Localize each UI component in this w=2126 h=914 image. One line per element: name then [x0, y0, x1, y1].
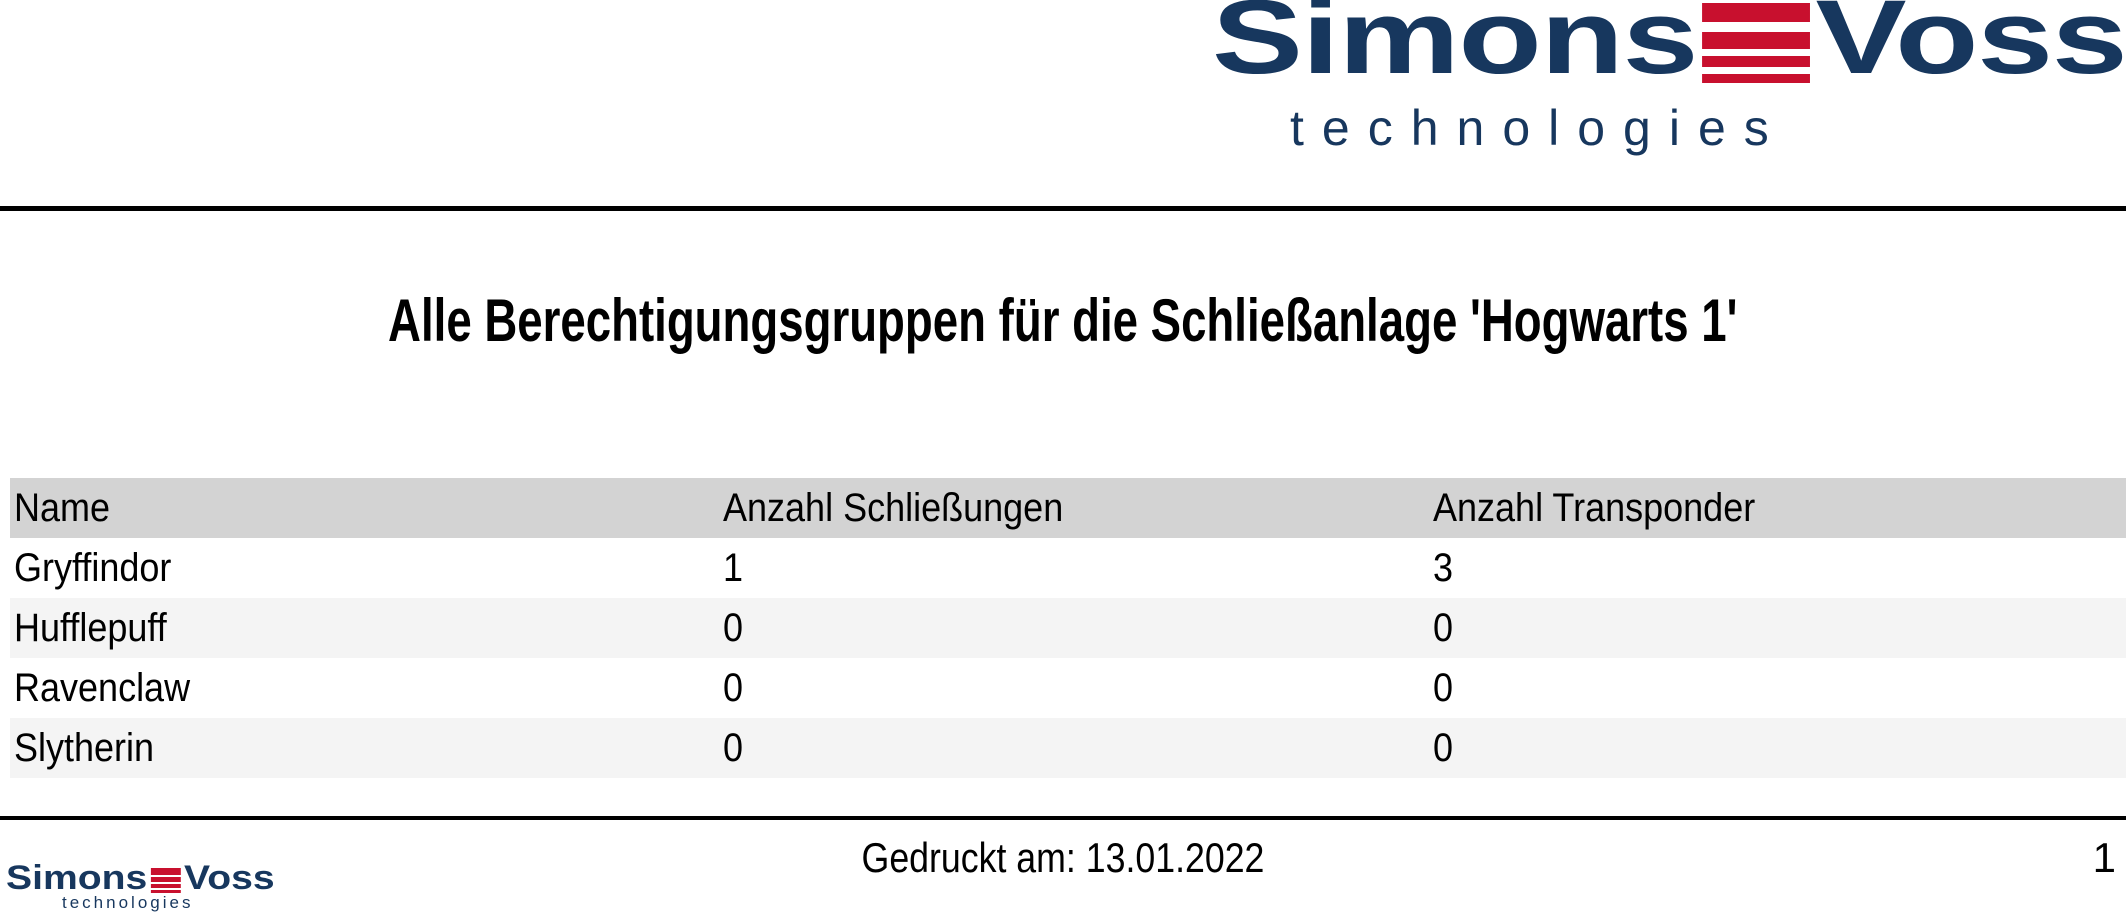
cell-transponders: 3 — [1433, 538, 2126, 598]
header-divider — [0, 206, 2126, 211]
footer-divider — [0, 816, 2126, 820]
cell-locks: 0 — [723, 598, 1433, 658]
authorization-groups-table: Name Anzahl Schließungen Anzahl Transpon… — [10, 478, 2126, 778]
footer-brand-logo: Simons Voss — [6, 861, 275, 895]
table-row: Gryffindor 1 3 — [10, 538, 2126, 598]
logo-stripe — [1701, 74, 1810, 83]
cell-name: Hufflepuff — [10, 598, 723, 658]
brand-logo: Simons Voss — [1212, 0, 2126, 90]
brand-subtitle: technologies — [1290, 100, 1787, 156]
cell-transponders: 0 — [1433, 598, 2126, 658]
column-header-transponders: Anzahl Transponder — [1433, 478, 2126, 538]
table-row: Hufflepuff 0 0 — [10, 598, 2126, 658]
column-header-name-label: Name — [14, 486, 111, 530]
logo-stripe — [150, 877, 181, 882]
logo-stripe — [150, 890, 181, 893]
footer-brand-word-voss: Voss — [184, 859, 275, 897]
cell-locks-text: 0 — [723, 666, 744, 710]
logo-stripes-icon — [1701, 3, 1810, 83]
cell-name: Gryffindor — [10, 538, 723, 598]
printed-date-text: Gedruckt am: 13.01.2022 — [861, 834, 1265, 881]
page-number: 1 — [2092, 834, 2116, 881]
brand-word-simons: Simons — [1211, 0, 1699, 96]
cell-name-text: Hufflepuff — [14, 606, 167, 650]
cell-name-text: Gryffindor — [14, 546, 172, 590]
cell-transponders-text: 0 — [1433, 666, 1454, 710]
printed-date: Gedruckt am: 13.01.2022 — [0, 836, 2126, 880]
logo-stripes-icon — [150, 868, 181, 893]
logo-stripe — [1701, 3, 1810, 22]
cell-locks: 0 — [723, 658, 1433, 718]
logo-stripe — [150, 868, 181, 875]
column-header-locks: Anzahl Schließungen — [723, 478, 1433, 538]
table-header-row: Name Anzahl Schließungen Anzahl Transpon… — [10, 478, 2126, 538]
page-title-text: Alle Berechtigungsgruppen für die Schlie… — [388, 287, 1738, 354]
logo-stripe — [1701, 32, 1810, 49]
cell-name-text: Ravenclaw — [14, 666, 191, 710]
cell-name: Ravenclaw — [10, 658, 723, 718]
cell-locks-text: 0 — [723, 726, 744, 770]
logo-stripe — [1701, 56, 1810, 67]
logo-stripe — [150, 884, 181, 888]
cell-transponders-text: 0 — [1433, 726, 1454, 770]
cell-locks: 1 — [723, 538, 1433, 598]
column-header-locks-label: Anzahl Schließungen — [723, 486, 1064, 530]
cell-locks: 0 — [723, 718, 1433, 778]
table-row: Ravenclaw 0 0 — [10, 658, 2126, 718]
cell-locks-text: 0 — [723, 606, 744, 650]
column-header-name: Name — [10, 478, 723, 538]
cell-transponders: 0 — [1433, 658, 2126, 718]
cell-transponders-text: 0 — [1433, 606, 1454, 650]
cell-transponders-text: 3 — [1433, 546, 1454, 590]
cell-name: Slytherin — [10, 718, 723, 778]
cell-transponders: 0 — [1433, 718, 2126, 778]
cell-locks-text: 1 — [723, 546, 744, 590]
page-title: Alle Berechtigungsgruppen für die Schlie… — [0, 290, 2126, 352]
column-header-transponders-label: Anzahl Transponder — [1433, 486, 1756, 530]
brand-word-voss: Voss — [1815, 0, 2126, 96]
footer-brand-word-simons: Simons — [6, 859, 148, 897]
table-row: Slytherin 0 0 — [10, 718, 2126, 778]
footer-brand-subtitle: technologies — [62, 893, 194, 912]
cell-name-text: Slytherin — [14, 726, 155, 770]
